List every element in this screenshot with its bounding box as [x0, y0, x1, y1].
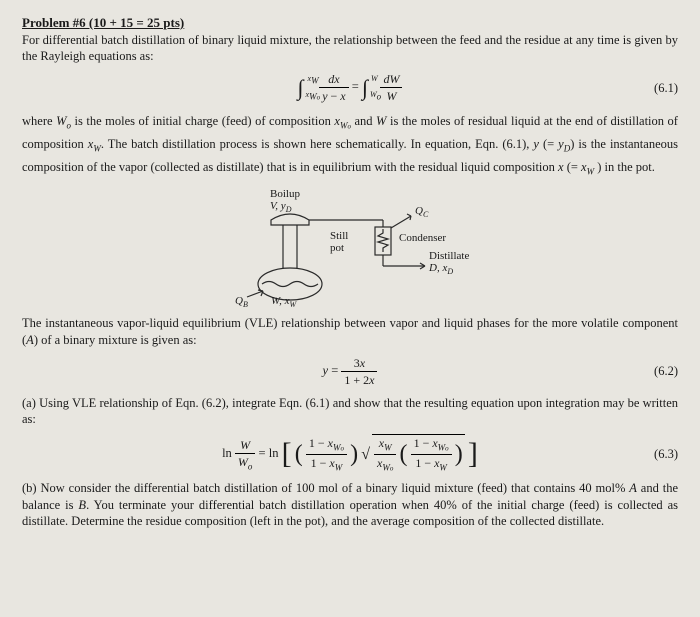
eq-number-6-2: (6.2) — [654, 363, 678, 380]
intro-paragraph: For differential batch distillation of b… — [22, 32, 678, 66]
eq-number-6-1: (6.1) — [654, 80, 678, 97]
svg-text:Still: Still — [330, 230, 348, 242]
svg-text:W, xW: W, xW — [271, 295, 298, 309]
problem-title: Problem #6 (10 + 15 = 25 pts) — [22, 14, 678, 32]
equation-6-2: y = 3x 1 + 2x (6.2) — [22, 355, 678, 388]
eq-number-6-3: (6.3) — [654, 446, 678, 463]
svg-text:V, yD: V, yD — [270, 200, 292, 214]
svg-text:QC: QC — [415, 205, 429, 219]
schematic-diagram: Boilup V, yD QB W, xW Still pot QC Conde… — [22, 184, 678, 309]
equation-6-3: ln W Wo = ln [ ( 1 − xWo 1 − xW ) √ xW x… — [22, 434, 678, 473]
svg-text:D, xD: D, xD — [428, 262, 453, 276]
vle-paragraph: The instantaneous vapor-liquid equilibri… — [22, 315, 678, 349]
part-a: (a) Using VLE relationship of Eqn. (6.2)… — [22, 395, 678, 429]
svg-text:pot: pot — [330, 242, 344, 254]
svg-text:Condenser: Condenser — [399, 232, 446, 244]
label-boilup: Boilup — [270, 188, 300, 200]
part-b: (b) Now consider the differential batch … — [22, 480, 678, 531]
problem-page: Problem #6 (10 + 15 = 25 pts) For differ… — [0, 0, 700, 540]
equation-6-1: xW ∫ xWo dx y − x = W ∫ Wo dW W (6.1) — [22, 71, 678, 104]
svg-text:Distillate: Distillate — [429, 250, 469, 262]
where-paragraph: where Wo is the moles of initial charge … — [22, 111, 678, 181]
svg-text:QB: QB — [235, 295, 248, 309]
